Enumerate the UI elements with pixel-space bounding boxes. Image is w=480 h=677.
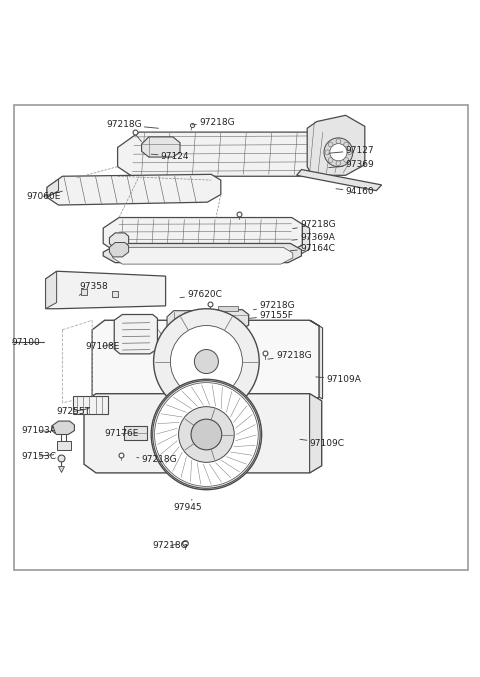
Circle shape xyxy=(336,139,341,144)
Text: 94160: 94160 xyxy=(336,187,374,196)
Text: 97176E: 97176E xyxy=(105,429,139,438)
Bar xyxy=(57,441,71,450)
Polygon shape xyxy=(47,175,221,205)
Polygon shape xyxy=(167,311,206,339)
Text: 97060E: 97060E xyxy=(26,191,62,201)
Polygon shape xyxy=(203,309,249,330)
Circle shape xyxy=(344,158,348,162)
Text: 97620C: 97620C xyxy=(180,290,222,299)
Text: 97153C: 97153C xyxy=(22,452,57,460)
Circle shape xyxy=(170,326,242,397)
Polygon shape xyxy=(47,179,59,198)
Text: 97218G: 97218G xyxy=(153,542,188,550)
Text: 97109A: 97109A xyxy=(316,375,361,384)
Text: 97369: 97369 xyxy=(329,160,374,169)
Polygon shape xyxy=(118,132,331,176)
Polygon shape xyxy=(109,242,129,257)
Polygon shape xyxy=(307,115,365,175)
Text: 97218G: 97218G xyxy=(106,121,158,129)
Text: 97218G: 97218G xyxy=(268,351,312,360)
Text: 97218G: 97218G xyxy=(137,456,177,464)
Circle shape xyxy=(194,349,218,374)
Text: 97100: 97100 xyxy=(12,338,43,347)
Polygon shape xyxy=(113,247,293,264)
Circle shape xyxy=(151,379,262,489)
Polygon shape xyxy=(46,271,166,309)
Text: 97124: 97124 xyxy=(151,152,189,160)
Polygon shape xyxy=(317,118,355,167)
Text: 97218G: 97218G xyxy=(192,118,235,127)
Circle shape xyxy=(154,309,259,414)
Circle shape xyxy=(325,150,330,154)
Text: 97218G: 97218G xyxy=(253,301,295,310)
Polygon shape xyxy=(297,169,382,191)
Text: 97108E: 97108E xyxy=(85,342,120,351)
Circle shape xyxy=(347,150,352,154)
Circle shape xyxy=(336,161,341,166)
Polygon shape xyxy=(84,394,322,473)
Circle shape xyxy=(328,158,333,162)
Bar xyxy=(73,396,108,414)
Polygon shape xyxy=(310,394,322,473)
Polygon shape xyxy=(142,137,180,157)
Polygon shape xyxy=(46,271,57,309)
Polygon shape xyxy=(52,421,74,435)
Polygon shape xyxy=(109,233,129,247)
Text: 97164C: 97164C xyxy=(290,244,335,253)
Text: 97109C: 97109C xyxy=(300,439,345,447)
Circle shape xyxy=(328,142,333,147)
Text: 97945: 97945 xyxy=(174,500,203,512)
Polygon shape xyxy=(103,217,302,252)
Polygon shape xyxy=(103,244,301,263)
Polygon shape xyxy=(290,224,310,257)
Bar xyxy=(218,306,238,311)
Circle shape xyxy=(179,407,234,462)
Text: 97358: 97358 xyxy=(79,282,108,295)
Text: 97369A: 97369A xyxy=(292,233,335,242)
Circle shape xyxy=(330,144,347,161)
Polygon shape xyxy=(310,320,323,399)
Text: 97255T: 97255T xyxy=(57,407,91,416)
Text: 97103A: 97103A xyxy=(22,426,57,435)
Text: 97155F: 97155F xyxy=(250,311,293,320)
Bar xyxy=(124,426,147,440)
Text: 97218G: 97218G xyxy=(293,220,336,230)
Circle shape xyxy=(344,142,348,147)
Text: 97127: 97127 xyxy=(329,146,374,155)
Circle shape xyxy=(191,419,222,450)
Polygon shape xyxy=(92,320,319,403)
Circle shape xyxy=(155,383,258,486)
Circle shape xyxy=(324,138,353,167)
Polygon shape xyxy=(114,315,157,354)
